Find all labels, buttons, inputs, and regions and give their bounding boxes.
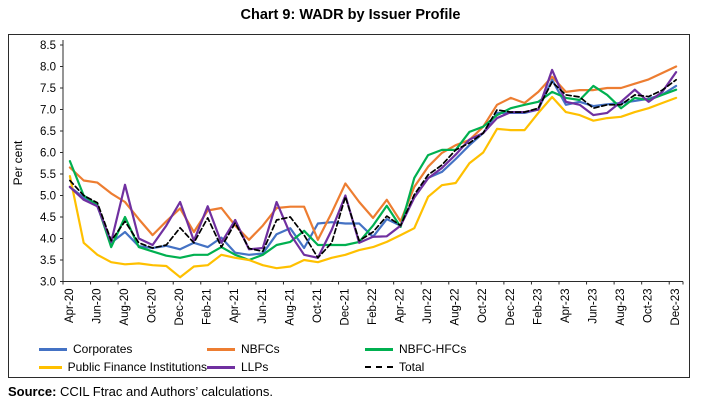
legend-label: Total [399, 360, 425, 374]
y-tick-label: 5.0 [40, 191, 56, 203]
x-tick-label: Feb-21 [202, 289, 214, 325]
x-tick-label: Dec-21 [339, 289, 351, 326]
x-tick-label: Feb-23 [532, 289, 544, 325]
x-tick-label: Apr-22 [395, 289, 407, 324]
x-tick-label: Aug-23 [615, 289, 627, 326]
legend-item-public-finance-institutions: Public Finance Institutions [39, 360, 207, 374]
legend-label: NBFCs [241, 342, 280, 356]
x-tick-label: Apr-23 [560, 289, 572, 324]
legend-label: NBFC-HFCs [399, 342, 467, 356]
y-axis-title: Per cent [11, 140, 25, 185]
x-tick-label: Dec-22 [505, 289, 517, 326]
y-tick-label: 3.5 [40, 255, 56, 267]
legend-label: LLPs [241, 360, 269, 374]
legend-swatch-llps [207, 365, 235, 369]
legend-swatch-nbfcs [207, 347, 235, 351]
legend-item-nbfcs: NBFCs [207, 342, 365, 356]
legend-item-corporates: Corporates [39, 342, 207, 356]
legend-swatch-public-finance-institutions [39, 365, 62, 369]
chart-svg: Per cent 8.5 8.0 7.5 7.0 6.5 6.0 5.5 5.0 4.5 4.0 3… [11, 40, 684, 326]
legend-swatch-corporates [39, 347, 67, 351]
source-label: Source: [8, 384, 57, 399]
legend-swatch-total [365, 366, 393, 368]
x-tick-label: Jun-21 [257, 289, 269, 324]
x-tick-label: Jun-20 [91, 289, 103, 324]
x-tick-label: Oct-23 [643, 289, 655, 324]
y-tick-label: 8.0 [40, 62, 56, 74]
y-tick-label: 6.5 [40, 126, 56, 138]
series-line-nbfc-hfcs [68, 84, 678, 262]
legend-item-llps: LLPs [207, 360, 365, 374]
legend-item-total: Total [365, 360, 689, 374]
x-tick-label: Oct-20 [147, 289, 159, 324]
series-line-total [69, 78, 677, 259]
x-tick-label: Aug-21 [284, 289, 296, 326]
y-tick-label: 5.5 [40, 169, 56, 181]
x-tick-label: Jun-23 [587, 289, 599, 324]
legend-swatch-nbfc-hfcs [365, 347, 393, 351]
legend-item-nbfc-hfcs: NBFC-HFCs [365, 342, 689, 356]
x-tick-label: Dec-23 [670, 289, 682, 326]
x-tick-label: Feb-22 [367, 289, 379, 325]
series-line-llps [68, 68, 678, 259]
y-tick-label: 6.0 [40, 148, 56, 160]
y-tick-label: 4.5 [40, 212, 56, 224]
y-tick-label: 8.5 [40, 40, 56, 52]
series-line-nbfcs [68, 65, 678, 241]
x-tick-label: Dec-20 [174, 289, 186, 326]
chart-legend: Corporates NBFCs NBFC-HFCs Public Financ… [9, 342, 689, 374]
page-title: Chart 9: WADR by Issuer Profile [240, 7, 461, 23]
series-line-corporates [68, 78, 678, 256]
y-tick-label: 4.0 [40, 234, 56, 246]
legend-label: Corporates [73, 342, 133, 356]
x-tick-label: Jun-22 [422, 289, 434, 324]
legend-label: Public Finance Institutions [67, 360, 207, 374]
x-tick-label: Oct-21 [312, 289, 324, 324]
x-tick-label: Aug-22 [450, 289, 462, 326]
x-tick-label: Aug-20 [119, 289, 131, 326]
y-tick-label: 7.0 [40, 105, 56, 117]
series-line-public-finance-institutions [68, 95, 678, 279]
x-tick-label: Apr-20 [64, 289, 76, 324]
source-text: CCIL Ftrac and Authors’ calculations. [56, 384, 273, 399]
source-note: Source: CCIL Ftrac and Authors’ calculat… [8, 384, 273, 399]
x-tick-label: Apr-21 [229, 289, 241, 324]
y-tick-label: 3.0 [40, 277, 56, 289]
y-tick-label: 7.5 [40, 83, 56, 95]
x-tick-label: Oct-22 [477, 289, 489, 324]
chart-frame: Per cent 8.5 8.0 7.5 7.0 6.5 6.0 5.5 5.0 4.5 4.0 3… [8, 34, 690, 378]
